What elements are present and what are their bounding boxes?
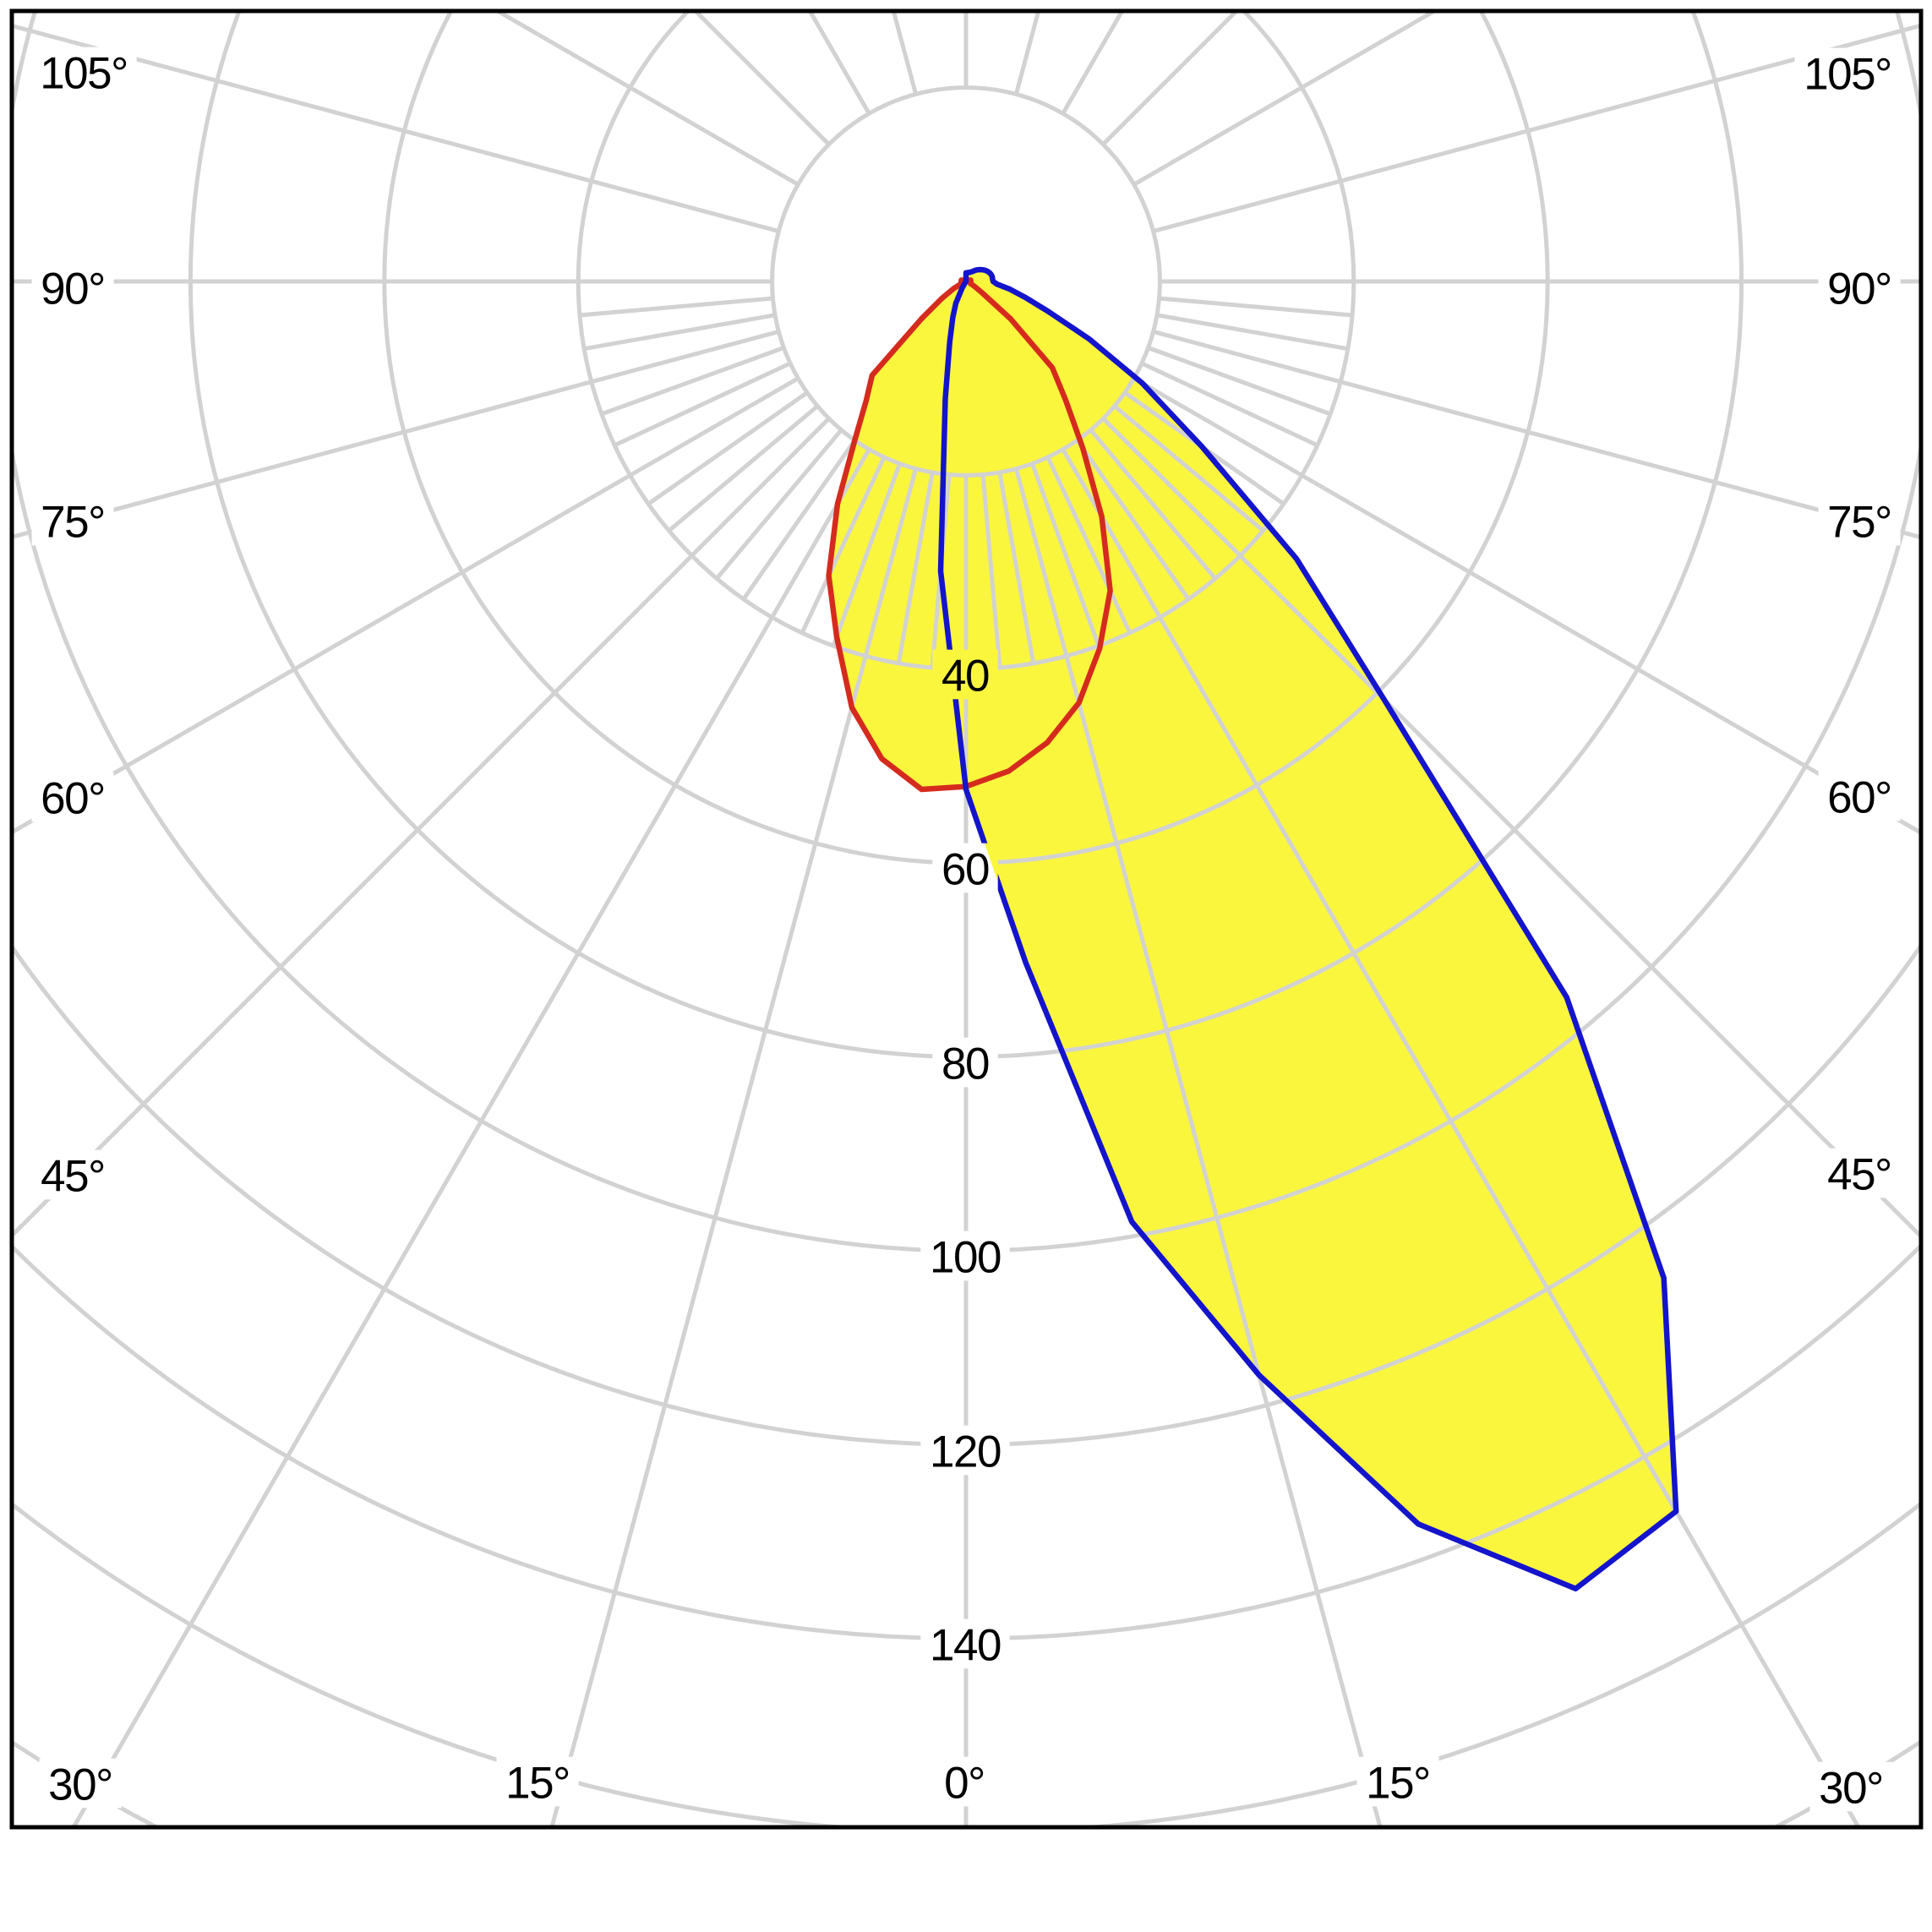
- svg-text:60: 60: [941, 844, 989, 894]
- svg-text:30°: 30°: [1819, 1763, 1883, 1813]
- svg-text:90°: 90°: [41, 264, 105, 314]
- svg-text:100: 100: [930, 1232, 1001, 1282]
- svg-text:0°: 0°: [944, 1758, 985, 1808]
- svg-text:60°: 60°: [41, 773, 105, 823]
- svg-text:140: 140: [930, 1620, 1001, 1670]
- svg-text:75°: 75°: [1827, 497, 1891, 547]
- svg-text:75°: 75°: [41, 497, 105, 547]
- svg-text:40: 40: [941, 651, 989, 701]
- svg-text:45°: 45°: [41, 1151, 105, 1201]
- svg-text:15°: 15°: [1366, 1758, 1430, 1808]
- svg-text:90°: 90°: [1827, 264, 1891, 314]
- svg-text:80: 80: [941, 1039, 989, 1089]
- svg-text:105°: 105°: [40, 48, 128, 98]
- svg-text:120: 120: [930, 1427, 1001, 1476]
- svg-text:105°: 105°: [1804, 49, 1891, 99]
- svg-text:45°: 45°: [1827, 1149, 1891, 1199]
- svg-text:15°: 15°: [505, 1758, 570, 1808]
- svg-text:60°: 60°: [1827, 772, 1891, 822]
- svg-text:30°: 30°: [48, 1760, 112, 1809]
